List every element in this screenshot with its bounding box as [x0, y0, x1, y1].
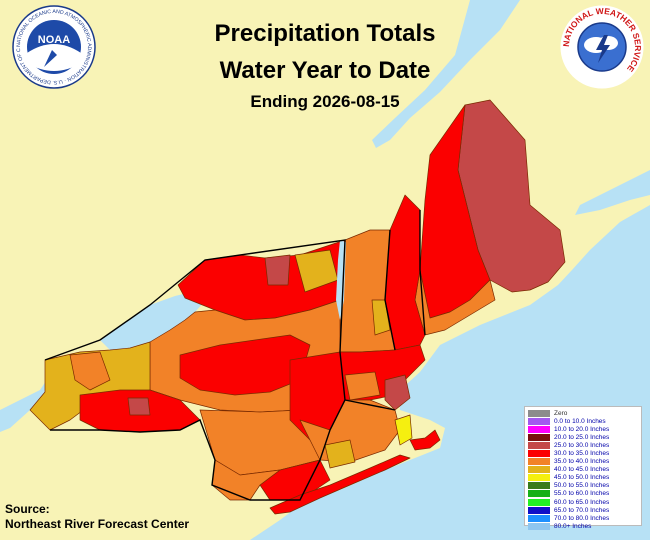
- legend-item: 40.0 to 45.0 Inches: [528, 466, 638, 474]
- noaa-logo: NATIONAL OCEANIC AND ATMOSPHERIC ADMINIS…: [12, 5, 96, 89]
- lake-ontario: [100, 290, 206, 350]
- legend-swatch: [528, 498, 550, 506]
- legend-label: 55.0 to 60.0 Inches: [554, 490, 610, 498]
- legend-swatch: [528, 490, 550, 498]
- vt-nh-border: [384, 229, 396, 351]
- legend-swatch: [528, 450, 550, 458]
- legend-label: 20.0 to 25.0 Inches: [554, 433, 610, 441]
- legend-swatch: [528, 522, 550, 530]
- noaa-center-text: NOAA: [38, 34, 70, 46]
- legend-label: 50.0 to 55.0 Inches: [554, 482, 610, 490]
- legend-item: 55.0 to 60.0 Inches: [528, 490, 638, 498]
- map-date: Ending 2026-08-15: [250, 92, 400, 111]
- legend-swatch: [528, 506, 550, 514]
- region-western-ny-orange: [69, 351, 111, 391]
- legend-label: 70.0 to 80.0 Inches: [554, 514, 610, 522]
- legend-swatch: [528, 433, 550, 441]
- region-vermont-east: [371, 299, 391, 336]
- region-boston: [384, 374, 411, 411]
- legend-item: 80.0+ Inches: [528, 522, 638, 530]
- map-title: Precipitation Totals: [214, 20, 436, 47]
- legend-label: 40.0 to 45.0 Inches: [554, 466, 610, 474]
- legend-swatch: [528, 409, 550, 417]
- region-connecticut-yellow: [324, 439, 356, 469]
- county-fills: [29, 99, 566, 515]
- legend-swatch: [528, 425, 550, 433]
- legend-swatch: [528, 514, 550, 522]
- legend-label: 10.0 to 20.0 Inches: [554, 425, 610, 433]
- legend-label: 60.0 to 65.0 Inches: [554, 498, 610, 506]
- legend-item: 70.0 to 80.0 Inches: [528, 514, 638, 522]
- legend-label: 30.0 to 35.0 Inches: [554, 450, 610, 458]
- ny-border: [44, 239, 346, 501]
- region-rhode-island: [394, 414, 413, 446]
- map-legend: Zero 0.0 to 10.0 Inches 10.0 to 20.0 Inche…: [524, 406, 642, 530]
- legend-label: 80.0+ Inches: [554, 522, 592, 530]
- legend-item: 45.0 to 50.0 Inches: [528, 474, 638, 482]
- legend-swatch: [528, 417, 550, 425]
- source-credit: Source: Northeast River Forecast Center: [5, 502, 189, 532]
- lake-erie: [0, 375, 50, 432]
- map-subtitle: Water Year to Date: [219, 57, 431, 84]
- region-southern-tier-dark: [127, 397, 151, 416]
- bay-of-fundy: [575, 170, 650, 215]
- region-mass-orange: [344, 371, 381, 401]
- region-adirondacks-core: [264, 254, 291, 286]
- legend-label: 35.0 to 40.0 Inches: [554, 458, 610, 466]
- legend-swatch: [528, 474, 550, 482]
- ma-ct-border: [344, 399, 396, 411]
- legend-item: 50.0 to 55.0 Inches: [528, 482, 638, 490]
- legend-item: 60.0 to 65.0 Inches: [528, 498, 638, 506]
- legend-item: 65.0 to 70.0 Inches: [528, 506, 638, 514]
- legend-swatch: [528, 458, 550, 466]
- legend-item: 25.0 to 30.0 Inches: [528, 441, 638, 449]
- legend-item: 0.0 to 10.0 Inches: [528, 417, 638, 425]
- legend-item: 30.0 to 35.0 Inches: [528, 449, 638, 458]
- source-label: Source:: [5, 502, 50, 516]
- legend-label: 45.0 to 50.0 Inches: [554, 474, 610, 482]
- st-lawrence-river: [372, 0, 520, 148]
- legend-item: 35.0 to 40.0 Inches: [528, 458, 638, 466]
- region-long-island: [269, 454, 411, 515]
- legend-item: 10.0 to 20.0 Inches: [528, 425, 638, 433]
- legend-item: 20.0 to 25.0 Inches: [528, 433, 638, 441]
- legend-swatch: [528, 441, 550, 449]
- state-borders: [44, 210, 426, 501]
- legend-label: 25.0 to 30.0 Inches: [554, 441, 610, 449]
- source-name: Northeast River Forecast Center: [5, 517, 190, 531]
- nws-logo: NATIONAL WEATHER SERVICE: [560, 5, 644, 89]
- region-new-jersey: [211, 459, 281, 501]
- legend-swatch: [528, 482, 550, 490]
- legend-item: Zero: [528, 409, 638, 417]
- legend-label: 65.0 to 70.0 Inches: [554, 506, 610, 514]
- nh-me-border: [419, 210, 426, 336]
- legend-swatch: [528, 466, 550, 474]
- legend-label: 0.0 to 10.0 Inches: [554, 417, 606, 425]
- legend-label: Zero: [554, 409, 568, 417]
- region-cape-cod: [409, 429, 441, 451]
